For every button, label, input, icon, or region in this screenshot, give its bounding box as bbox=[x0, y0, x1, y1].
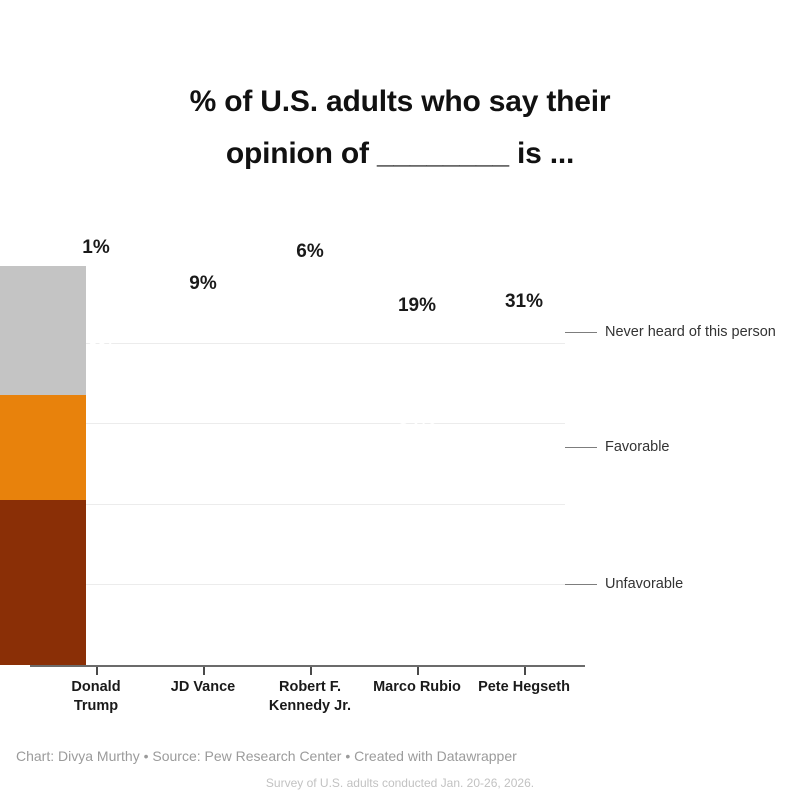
bar-value-label: 52% bbox=[183, 512, 223, 534]
x-axis-category-line: JD Vance bbox=[170, 679, 236, 695]
x-axis-tick bbox=[96, 667, 98, 675]
legend-item[interactable]: Unfavorable bbox=[565, 576, 683, 592]
x-axis-category-line: Kennedy Jr. bbox=[268, 698, 352, 714]
legend-label: Never heard of this person bbox=[605, 324, 776, 340]
footer-credit: Chart: Divya Murthy • Source: Pew Resear… bbox=[16, 748, 517, 764]
x-axis-tick bbox=[310, 667, 312, 675]
gridline bbox=[45, 342, 565, 344]
gridline bbox=[45, 503, 565, 505]
bar-segment[interactable] bbox=[0, 499, 86, 665]
legend-item[interactable]: Never heard of this person bbox=[565, 324, 776, 340]
bar-segment[interactable] bbox=[0, 270, 86, 395]
page-title: % of U.S. adults who say their opinion o… bbox=[0, 76, 800, 180]
x-axis-baseline bbox=[30, 665, 585, 667]
bar-value-label: 44% bbox=[290, 371, 330, 393]
legend-label: Favorable bbox=[605, 439, 670, 455]
legend-leader-line bbox=[565, 583, 597, 585]
bar-value-label: 6% bbox=[296, 241, 324, 263]
x-axis-category-label: Robert F. Kennedy Jr. bbox=[253, 678, 367, 716]
bar-value-label: 34% bbox=[397, 408, 437, 430]
bar-value-label: 19% bbox=[397, 295, 437, 317]
bar-value-label: 38% bbox=[183, 367, 223, 389]
bar-value-label: 41% bbox=[504, 556, 544, 578]
x-axis-category-label: Marco Rubio bbox=[360, 678, 474, 697]
x-axis-category-line: Robert F. bbox=[278, 679, 342, 695]
x-axis-category-line: Pete Hegseth bbox=[478, 679, 570, 695]
bar-value-label: 44% bbox=[397, 544, 437, 566]
bar-value-label: 1% bbox=[82, 237, 110, 259]
bar-value-label: 26% bbox=[504, 436, 544, 458]
bar-value-label: 9% bbox=[189, 273, 217, 295]
x-axis-tick bbox=[524, 667, 526, 675]
title-line-1: % of U.S. adults who say their bbox=[189, 85, 611, 118]
bar-value-label: 58% bbox=[76, 488, 116, 510]
x-axis-tick bbox=[417, 667, 419, 675]
legend-leader-line bbox=[565, 331, 597, 333]
legend-label: Unfavorable bbox=[605, 576, 684, 592]
x-axis-category-line: Trump bbox=[73, 698, 119, 714]
bar-segment[interactable] bbox=[0, 394, 86, 500]
legend-item[interactable]: Favorable bbox=[565, 439, 669, 455]
x-axis-category-label: Pete Hegseth bbox=[467, 678, 581, 697]
x-axis-category-line: Donald bbox=[71, 679, 121, 695]
legend-leader-line bbox=[565, 446, 597, 448]
footer-note: Survey of U.S. adults conducted Jan. 20-… bbox=[265, 776, 535, 790]
x-axis-category-label: JD Vance bbox=[146, 678, 260, 697]
gridline bbox=[45, 584, 565, 586]
x-axis-tick bbox=[203, 667, 205, 675]
x-axis-category-line: Marco Rubio bbox=[373, 679, 461, 695]
bar-value-label: 31% bbox=[504, 291, 544, 313]
bar-value-label: 48% bbox=[290, 528, 330, 550]
gridline bbox=[45, 423, 565, 425]
title-line-2: opinion of ________ is ... bbox=[225, 137, 575, 170]
bar-value-label: 40% bbox=[76, 339, 116, 361]
x-axis-category-label: Donald Trump bbox=[39, 678, 153, 716]
